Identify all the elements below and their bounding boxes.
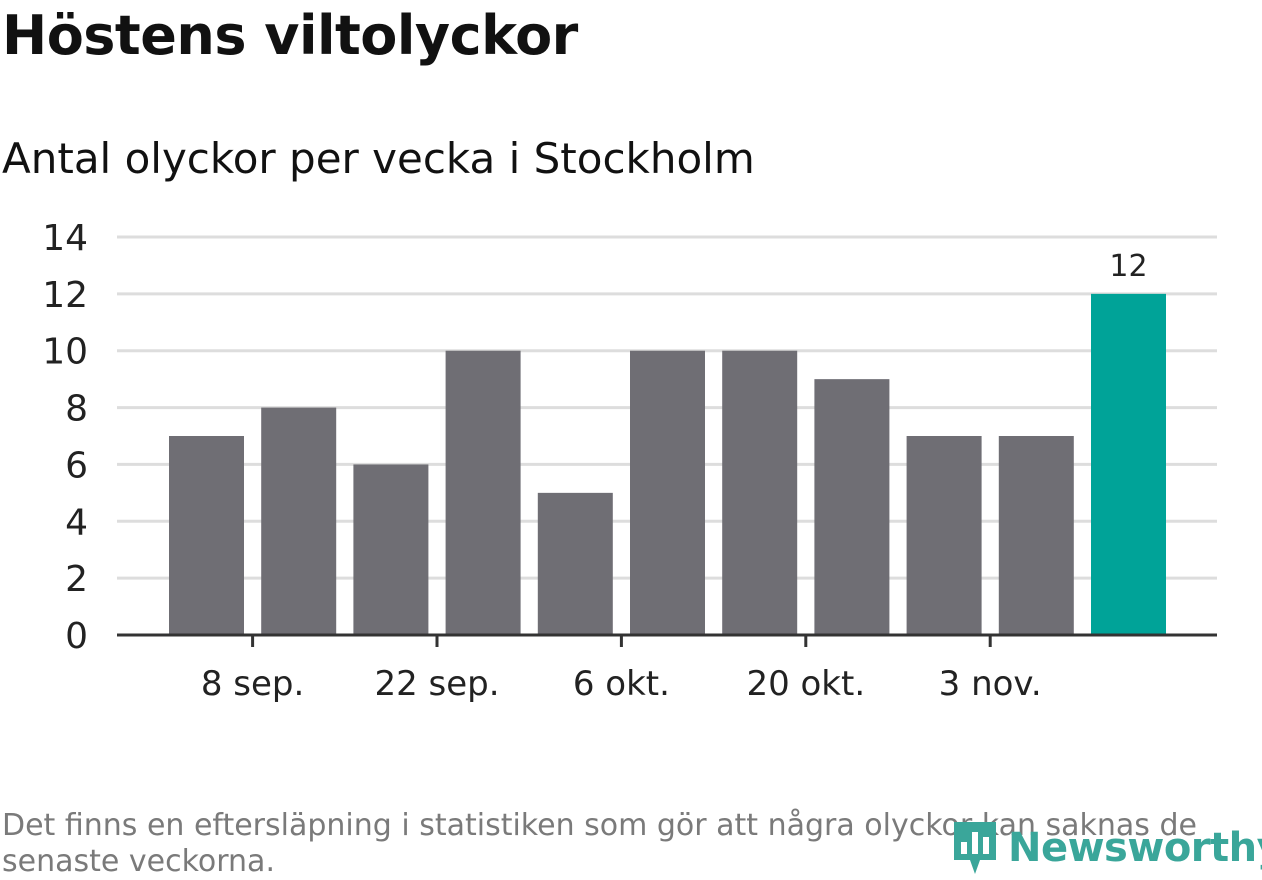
y-tick-label: 8 bbox=[65, 389, 88, 430]
data-label: 12 bbox=[1109, 249, 1147, 284]
y-tick-label: 6 bbox=[65, 445, 88, 486]
chart-subtitle: Antal olyckor per vecka i Stockholm bbox=[2, 134, 755, 183]
bar-v39 bbox=[445, 350, 521, 635]
brand-name: Newsworthy bbox=[1008, 825, 1262, 871]
y-tick-label: 10 bbox=[42, 332, 88, 373]
bar-v40 bbox=[537, 492, 613, 635]
x-tick-label: 8 sep. bbox=[201, 664, 304, 704]
x-tick-label: 20 okt. bbox=[746, 664, 865, 704]
bar-v38 bbox=[353, 464, 429, 635]
y-tick-label: 0 bbox=[65, 616, 88, 657]
bar-v37 bbox=[261, 407, 337, 635]
brand-logo: Newsworthy bbox=[950, 818, 1262, 878]
chart-title: Höstens viltolyckor bbox=[2, 4, 578, 67]
bar-chart: 0 2 4 6 8 10 12 14 12 8 sep. 22 sep. 6 okt. 20 okt. 3… bbox=[42, 218, 1217, 704]
footnote: Det finns en eftersläpning i statistiken… bbox=[2, 808, 1197, 879]
newsworthy-logo-icon bbox=[954, 822, 996, 874]
x-tick-label: 22 sep. bbox=[374, 664, 499, 704]
x-tick-label: 6 okt. bbox=[573, 664, 670, 704]
bar-v44 bbox=[906, 436, 982, 635]
bar-v42 bbox=[722, 350, 798, 635]
x-tick-label: 3 nov. bbox=[939, 664, 1042, 704]
bar-v43 bbox=[814, 379, 890, 635]
bar-v46 bbox=[1091, 293, 1166, 635]
bar-v41 bbox=[630, 350, 705, 635]
y-tick-label: 2 bbox=[65, 559, 88, 600]
bar-v45 bbox=[998, 436, 1074, 635]
y-tick-label: 14 bbox=[42, 218, 88, 259]
bar-v36 bbox=[169, 436, 244, 635]
y-tick-label: 4 bbox=[65, 502, 88, 543]
y-tick-label: 12 bbox=[42, 275, 88, 316]
